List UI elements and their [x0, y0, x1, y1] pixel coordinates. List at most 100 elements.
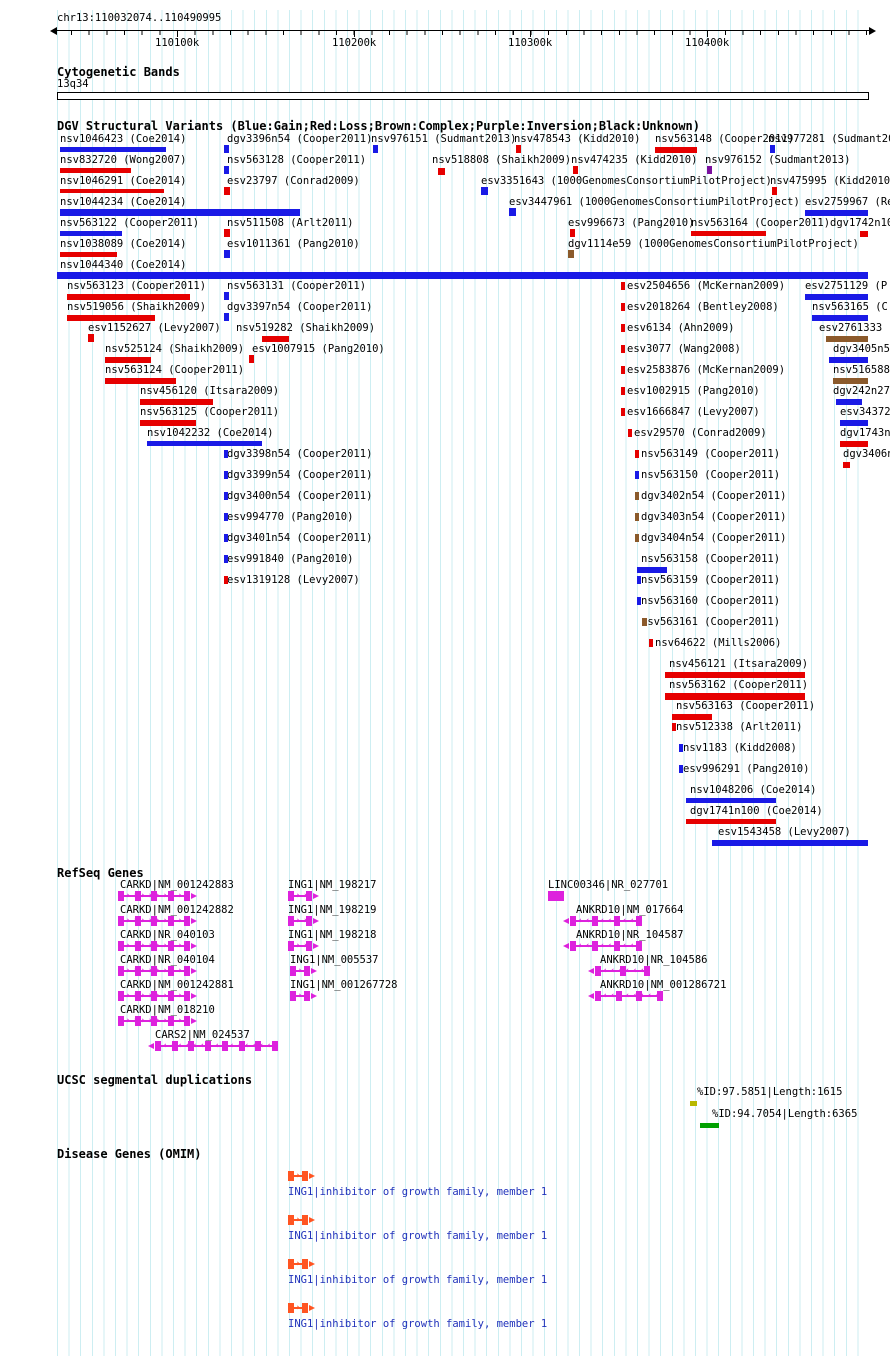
gene-glyph[interactable]: ‹‹‹‹‹‹‹‹‹‹‹‹‹‹‹‹‹	[148, 1041, 278, 1051]
gene-glyph[interactable]: ››	[288, 1259, 315, 1269]
variant-bar[interactable]	[672, 723, 676, 731]
variant-label[interactable]: nsv478543 (Kidd2010)	[514, 133, 641, 145]
variant-bar[interactable]	[655, 147, 697, 153]
variant-bar[interactable]	[224, 576, 228, 584]
gene-label[interactable]: ING1|NM_198218	[288, 929, 377, 941]
variant-label[interactable]: nsv563158 (Cooper2011)	[641, 553, 781, 565]
variant-label[interactable]: nsv563164 (Cooper2011)	[691, 217, 831, 229]
gene-label[interactable]: ING1|inhibitor of growth family, member …	[288, 1274, 548, 1286]
variant-bar[interactable]	[60, 147, 166, 152]
variant-label[interactable]: nsv516588	[833, 364, 890, 376]
variant-bar[interactable]	[140, 420, 196, 426]
variant-bar[interactable]	[649, 639, 653, 647]
variant-label[interactable]: nsv518808 (Shaikh2009)	[432, 154, 572, 166]
variant-bar[interactable]	[224, 145, 229, 153]
variant-label[interactable]: nsv563160 (Cooper2011)	[641, 595, 781, 607]
variant-label[interactable]: nsv1044340 (Coe2014)	[60, 259, 187, 271]
gene-label[interactable]: ANKRD10|NM_017664	[576, 904, 684, 916]
variant-bar[interactable]	[840, 441, 868, 447]
gene-label[interactable]: CARKD|NM_018210	[120, 1004, 215, 1016]
variant-bar[interactable]	[829, 357, 868, 363]
variant-bar[interactable]	[812, 315, 868, 321]
variant-bar[interactable]	[805, 294, 868, 300]
variant-bar[interactable]	[509, 208, 516, 216]
variant-label[interactable]: nsv456120 (Itsara2009)	[140, 385, 280, 397]
gene-glyph[interactable]: ››››››››››	[118, 966, 197, 976]
variant-label[interactable]: dgv3399n54 (Cooper2011)	[227, 469, 373, 481]
gene-glyph[interactable]: ››	[290, 966, 317, 976]
variant-label[interactable]: nsv1183 (Kidd2008)	[683, 742, 797, 754]
gene-label[interactable]: ING1|NM_005537	[290, 954, 379, 966]
variant-label[interactable]: nsv1046423 (Coe2014)	[60, 133, 187, 145]
variant-label[interactable]: nsv563149 (Cooper2011)	[641, 448, 781, 460]
gene-glyph[interactable]: ‹‹‹‹‹‹‹	[588, 966, 650, 976]
gene-glyph[interactable]: ››	[288, 1303, 315, 1313]
variant-label[interactable]: esv34372	[840, 406, 890, 418]
gene-glyph[interactable]: ›››	[288, 916, 319, 926]
variant-bar[interactable]	[712, 840, 868, 846]
variant-bar[interactable]	[860, 231, 868, 237]
variant-bar[interactable]	[57, 272, 868, 279]
variant-bar[interactable]	[621, 387, 625, 395]
variant-label[interactable]: nsv1044234 (Coe2014)	[60, 196, 187, 208]
variant-label[interactable]: dgv3402n54 (Cooper2011)	[641, 490, 787, 502]
variant-bar[interactable]	[672, 714, 712, 720]
variant-bar[interactable]	[105, 357, 151, 363]
variant-bar[interactable]	[621, 366, 625, 374]
variant-label[interactable]: dgv3404n54 (Cooper2011)	[641, 532, 787, 544]
ruler-right-arrow-icon[interactable]	[869, 27, 876, 35]
variant-label[interactable]: nsv563131 (Cooper2011)	[227, 280, 367, 292]
segdup-bar[interactable]	[690, 1101, 697, 1106]
variant-label[interactable]: esv1011361 (Pang2010)	[227, 238, 360, 250]
variant-label[interactable]: esv2751129 (P	[805, 280, 888, 292]
variant-label[interactable]: nsv563122 (Cooper2011)	[60, 217, 200, 229]
variant-label[interactable]: esv2504656 (McKernan2009)	[627, 280, 786, 292]
variant-label[interactable]: dgv1742n10	[830, 217, 890, 229]
gene-label[interactable]: ING1|inhibitor of growth family, member …	[288, 1230, 548, 1242]
variant-bar[interactable]	[438, 168, 445, 175]
variant-bar[interactable]	[843, 462, 850, 468]
variant-label[interactable]: esv3077 (Wang2008)	[627, 343, 741, 355]
variant-label[interactable]: dgv242n27	[833, 385, 890, 397]
variant-label[interactable]: nsv511508 (Arlt2011)	[227, 217, 354, 229]
variant-bar[interactable]	[826, 336, 868, 342]
variant-bar[interactable]	[224, 450, 228, 458]
variant-bar[interactable]	[568, 250, 574, 258]
variant-label[interactable]: nsv563162 (Cooper2011)	[669, 679, 809, 691]
variant-label[interactable]: nsv976151 (Sudmant2013)	[371, 133, 517, 145]
variant-bar[interactable]	[621, 303, 625, 311]
variant-bar[interactable]	[60, 252, 117, 257]
variant-bar[interactable]	[224, 292, 229, 300]
variant-label[interactable]: esv996673 (Pang2010)	[568, 217, 695, 229]
variant-bar[interactable]	[516, 145, 521, 153]
variant-bar[interactable]	[67, 315, 155, 321]
variant-label[interactable]: esv991840 (Pang2010)	[227, 553, 354, 565]
variant-label[interactable]: esv1543458 (Levy2007)	[718, 826, 851, 838]
variant-bar[interactable]	[60, 231, 122, 236]
variant-bar[interactable]	[635, 534, 639, 542]
segdup-label[interactable]: %ID:94.7054|Length:6365	[712, 1108, 858, 1120]
variant-label[interactable]: nsv563124 (Cooper2011)	[105, 364, 245, 376]
gene-label[interactable]: CARKD|NM_001242882	[120, 904, 234, 916]
variant-label[interactable]: nsv563128 (Cooper2011)	[227, 154, 367, 166]
variant-label[interactable]: esv1152627 (Levy2007)	[88, 322, 221, 334]
gene-label[interactable]: ANKRD10|NR_104586	[600, 954, 708, 966]
gene-label[interactable]: CARKD|NM_001242883	[120, 879, 234, 891]
variant-bar[interactable]	[105, 378, 176, 384]
variant-bar[interactable]	[262, 336, 289, 342]
ruler-left-arrow-icon[interactable]	[50, 27, 57, 35]
variant-label[interactable]: esv996291 (Pang2010)	[683, 763, 810, 775]
variant-bar[interactable]	[805, 210, 868, 216]
variant-label[interactable]: nsv563148 (Cooper2011)	[655, 133, 795, 145]
variant-bar[interactable]	[67, 294, 190, 300]
variant-label[interactable]: nsv474235 (Kidd2010)	[571, 154, 698, 166]
variant-label[interactable]: esv1002915 (Pang2010)	[627, 385, 760, 397]
variant-bar[interactable]	[570, 229, 575, 237]
variant-label[interactable]: dgv3396n54 (Cooper2011)	[227, 133, 373, 145]
variant-label[interactable]: dgv1743n1	[840, 427, 890, 439]
variant-bar[interactable]	[224, 229, 230, 237]
gene-glyph[interactable]: ›››	[288, 891, 319, 901]
variant-label[interactable]: nsv563161 (Cooper2011)	[641, 616, 781, 628]
variant-label[interactable]: dgv3400n54 (Cooper2011)	[227, 490, 373, 502]
variant-label[interactable]: nsv519056 (Shaikh2009)	[67, 301, 207, 313]
